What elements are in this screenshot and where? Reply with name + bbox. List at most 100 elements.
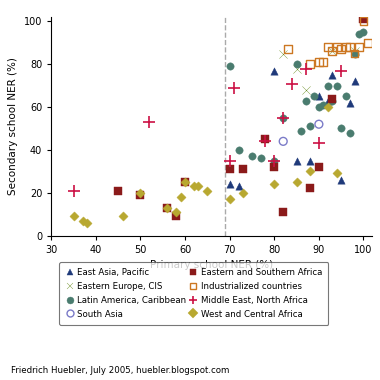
Point xyxy=(293,65,299,71)
Point xyxy=(280,115,286,121)
Point xyxy=(289,81,295,87)
Point xyxy=(307,158,313,164)
Point xyxy=(352,51,358,57)
Point xyxy=(164,205,170,211)
Point xyxy=(352,51,358,57)
Point xyxy=(347,100,353,106)
Point xyxy=(71,213,77,219)
Point xyxy=(307,124,313,130)
Point xyxy=(316,59,322,65)
Point xyxy=(329,98,335,104)
Point xyxy=(302,65,309,71)
Point xyxy=(356,44,362,50)
Point xyxy=(329,48,335,54)
Point xyxy=(271,164,277,170)
Point xyxy=(352,48,358,54)
Point xyxy=(79,218,86,224)
Point xyxy=(271,158,277,164)
Point xyxy=(293,61,299,67)
Point xyxy=(361,16,367,22)
Point xyxy=(320,102,326,108)
Point xyxy=(120,213,126,219)
X-axis label: Primary school NER (%): Primary school NER (%) xyxy=(150,260,274,270)
Point xyxy=(262,138,268,144)
Point xyxy=(138,190,144,196)
Point xyxy=(325,44,331,50)
Point xyxy=(329,72,335,78)
Point xyxy=(293,158,299,164)
Point xyxy=(338,68,344,74)
Point xyxy=(173,213,179,219)
Point xyxy=(338,177,344,183)
Point xyxy=(280,209,286,215)
Point xyxy=(352,78,358,84)
Point xyxy=(240,166,246,172)
Point xyxy=(71,188,77,194)
Point xyxy=(302,98,309,104)
Point xyxy=(334,171,340,177)
Point xyxy=(236,147,242,153)
Point xyxy=(307,168,313,174)
Point xyxy=(271,181,277,187)
Point xyxy=(231,85,237,91)
Point xyxy=(191,183,197,189)
Point xyxy=(262,136,268,142)
Point xyxy=(258,155,264,162)
Point xyxy=(311,93,317,100)
Point xyxy=(195,183,201,189)
Point xyxy=(316,141,322,147)
Point xyxy=(338,125,344,131)
Point xyxy=(334,82,340,89)
Point xyxy=(177,194,184,200)
Point xyxy=(302,87,309,93)
Point xyxy=(298,128,304,134)
Point xyxy=(204,188,211,194)
Point xyxy=(343,93,349,100)
Point xyxy=(334,44,340,50)
Point xyxy=(329,95,335,101)
Point xyxy=(293,179,299,185)
Text: Friedrich Huebler, July 2005, huebler.blogspot.com: Friedrich Huebler, July 2005, huebler.bl… xyxy=(11,366,230,375)
Point xyxy=(182,179,188,185)
Point xyxy=(343,44,349,50)
Point xyxy=(182,179,188,185)
Point xyxy=(320,59,326,65)
Point xyxy=(271,68,277,74)
Point xyxy=(280,51,286,57)
Point xyxy=(285,46,291,52)
Point xyxy=(307,61,313,67)
Point xyxy=(280,138,286,144)
Point xyxy=(329,48,335,54)
Point xyxy=(316,104,322,110)
Point xyxy=(226,63,233,70)
Point xyxy=(356,31,362,37)
Y-axis label: Secondary school NER (%): Secondary school NER (%) xyxy=(8,57,18,195)
Point xyxy=(365,40,371,46)
Point xyxy=(347,44,353,50)
Point xyxy=(307,185,313,192)
Legend: East Asia, Pacific, Eastern Europe, CIS, Latin America, Caribbean, South Asia, E: East Asia, Pacific, Eastern Europe, CIS,… xyxy=(59,263,328,325)
Point xyxy=(164,205,170,211)
Point xyxy=(338,46,344,52)
Point xyxy=(325,98,331,104)
Point xyxy=(316,121,322,127)
Point xyxy=(226,158,233,164)
Point xyxy=(236,183,242,189)
Point xyxy=(226,166,233,172)
Point xyxy=(115,188,121,194)
Point xyxy=(240,190,246,196)
Point xyxy=(249,153,255,159)
Point xyxy=(325,104,331,110)
Point xyxy=(316,93,322,100)
Point xyxy=(325,82,331,89)
Point xyxy=(280,115,286,121)
Point xyxy=(226,181,233,187)
Point xyxy=(316,164,322,170)
Point xyxy=(361,29,367,35)
Point xyxy=(146,119,152,125)
Point xyxy=(271,158,277,164)
Point xyxy=(361,18,367,24)
Point xyxy=(226,196,233,202)
Point xyxy=(347,130,353,136)
Point xyxy=(173,209,179,215)
